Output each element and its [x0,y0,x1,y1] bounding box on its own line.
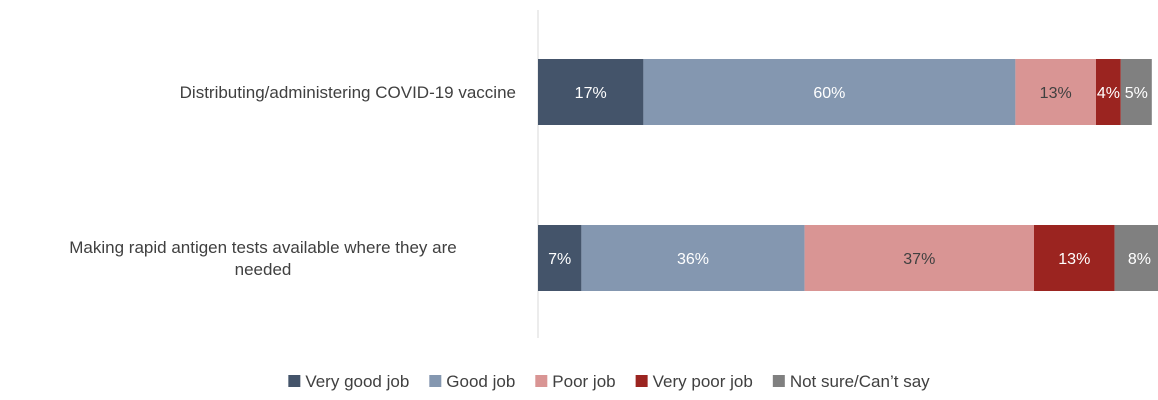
bar-segment [1120,59,1152,125]
legend-swatch [635,375,648,387]
bar-segment [1015,59,1096,125]
category-label: Making rapid antigen tests available whe… [69,238,456,257]
bars-group: 17% 60% 13% 4% 5% 7% 36% 37% 13% 8% [538,59,1158,291]
data-label: 4% [1097,85,1120,102]
data-label: 36% [677,251,709,268]
bar-segment [538,225,582,291]
legend: Very good job Good job Poor job Very poor j… [288,372,930,391]
legend-swatch [288,375,301,387]
legend-swatch [772,375,785,387]
data-label: 37% [903,251,935,268]
category-labels-group: Distributing/administering COVID-19 vacc… [69,83,516,279]
legend-label: Very good job [305,372,409,391]
category-label: needed [235,260,292,279]
data-label: 17% [575,85,607,102]
bar-segment [804,225,1034,291]
data-label: 8% [1128,251,1151,268]
legend-swatch [535,375,548,387]
bar-segment [538,59,644,125]
data-label: 13% [1058,251,1090,268]
bar-segment [643,59,1016,125]
category-label: Distributing/administering COVID-19 vacc… [180,83,516,102]
bar-segment [1114,225,1158,291]
legend-swatch [429,375,442,387]
bar-segment [581,225,805,291]
bar-segment [1034,225,1115,291]
data-label: 60% [813,85,845,102]
legend-label: Not sure/Can’t say [790,372,930,391]
data-label: 7% [548,251,571,268]
legend-label: Good job [446,372,515,391]
legend-label: Poor job [552,372,615,391]
bar-segment [1096,59,1121,125]
data-label: 5% [1125,85,1148,102]
legend-label: Very poor job [653,372,753,391]
data-label: 13% [1040,85,1072,102]
